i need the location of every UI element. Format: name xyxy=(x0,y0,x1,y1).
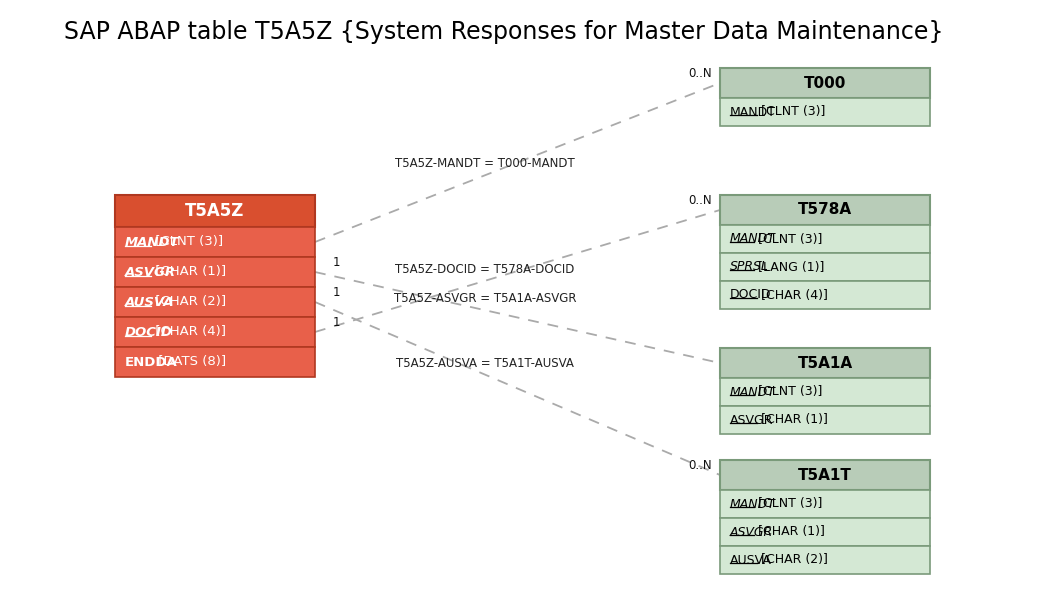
Text: MANDT: MANDT xyxy=(125,235,179,248)
Bar xyxy=(720,546,930,574)
Text: [CHAR (1)]: [CHAR (1)] xyxy=(151,265,226,278)
Text: 1: 1 xyxy=(333,286,341,299)
Bar xyxy=(720,348,930,378)
Text: MANDT: MANDT xyxy=(730,232,776,246)
Text: 1: 1 xyxy=(333,316,341,329)
Bar xyxy=(720,281,930,309)
Text: DOCID: DOCID xyxy=(730,288,771,301)
Text: [CLNT (3)]: [CLNT (3)] xyxy=(757,105,826,118)
Bar xyxy=(720,98,930,126)
Text: [LANG (1)]: [LANG (1)] xyxy=(754,261,825,274)
Text: [DATS (8)]: [DATS (8)] xyxy=(154,355,227,368)
Text: [CHAR (2)]: [CHAR (2)] xyxy=(757,554,828,567)
Text: [CHAR (1)]: [CHAR (1)] xyxy=(754,525,825,538)
Text: 0..N: 0..N xyxy=(688,194,712,207)
Text: T5A1A: T5A1A xyxy=(797,355,853,370)
Text: SPRSL: SPRSL xyxy=(730,261,769,274)
Bar xyxy=(720,195,930,225)
Text: T578A: T578A xyxy=(798,203,852,217)
Bar xyxy=(115,195,315,227)
Bar xyxy=(720,378,930,406)
Text: SAP ABAP table T5A5Z {System Responses for Master Data Maintenance}: SAP ABAP table T5A5Z {System Responses f… xyxy=(64,20,943,44)
Text: DOCID: DOCID xyxy=(125,325,173,339)
Text: 0..N: 0..N xyxy=(688,67,712,80)
Bar xyxy=(115,287,315,317)
Text: 1: 1 xyxy=(333,256,341,269)
Text: [CHAR (4)]: [CHAR (4)] xyxy=(151,325,226,339)
Text: [CLNT (3)]: [CLNT (3)] xyxy=(754,498,822,511)
Text: T5A5Z-DOCID = T578A-DOCID: T5A5Z-DOCID = T578A-DOCID xyxy=(395,263,575,276)
Bar xyxy=(720,253,930,281)
Bar xyxy=(720,460,930,490)
Text: T5A5Z-ASVGR = T5A1A-ASVGR: T5A5Z-ASVGR = T5A1A-ASVGR xyxy=(393,292,576,305)
Text: T5A5Z-AUSVA = T5A1T-AUSVA: T5A5Z-AUSVA = T5A1T-AUSVA xyxy=(397,357,574,370)
Bar xyxy=(720,225,930,253)
Text: [CLNT (3)]: [CLNT (3)] xyxy=(754,232,822,246)
Bar xyxy=(115,257,315,287)
Text: ASVGR: ASVGR xyxy=(125,265,176,278)
Text: [CHAR (1)]: [CHAR (1)] xyxy=(757,413,828,426)
Text: [CHAR (2)]: [CHAR (2)] xyxy=(151,296,226,309)
Text: AUSVA: AUSVA xyxy=(125,296,174,309)
Text: T5A1T: T5A1T xyxy=(798,468,852,482)
Text: ASVGR: ASVGR xyxy=(730,525,773,538)
Text: MANDT: MANDT xyxy=(730,105,776,118)
Text: [CLNT (3)]: [CLNT (3)] xyxy=(754,386,822,399)
Text: T000: T000 xyxy=(804,76,847,91)
Bar xyxy=(720,406,930,434)
Text: ASVGR: ASVGR xyxy=(730,413,773,426)
Bar xyxy=(115,317,315,347)
Text: T5A5Z: T5A5Z xyxy=(186,202,244,220)
Text: [CHAR (4)]: [CHAR (4)] xyxy=(757,288,828,301)
Bar xyxy=(720,490,930,518)
Text: MANDT: MANDT xyxy=(730,386,776,399)
Text: [CLNT (3)]: [CLNT (3)] xyxy=(151,235,223,248)
Text: AUSVA: AUSVA xyxy=(730,554,772,567)
Bar xyxy=(115,227,315,257)
Text: MANDT: MANDT xyxy=(730,498,776,511)
Text: 0..N: 0..N xyxy=(688,459,712,472)
Text: ENDDA: ENDDA xyxy=(125,355,177,368)
Bar xyxy=(720,68,930,98)
Bar xyxy=(720,518,930,546)
Text: T5A5Z-MANDT = T000-MANDT: T5A5Z-MANDT = T000-MANDT xyxy=(395,157,575,170)
Bar xyxy=(115,347,315,377)
